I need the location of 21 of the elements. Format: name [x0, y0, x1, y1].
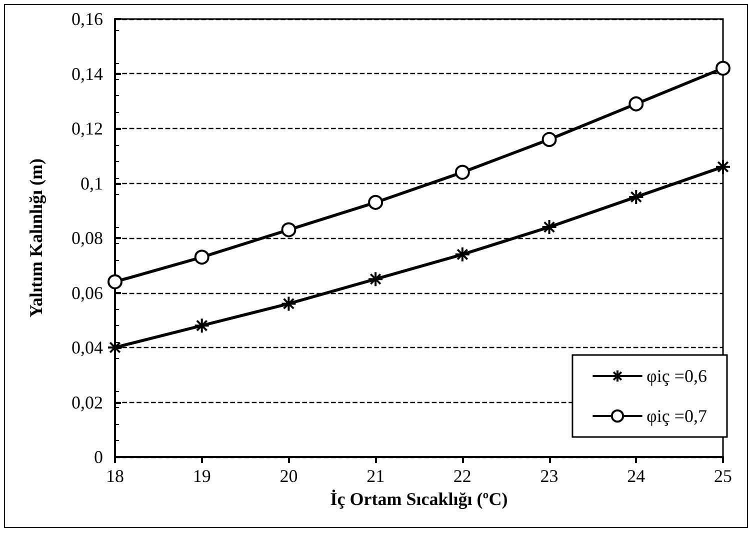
y-tick-label: 0,06 [72, 282, 103, 303]
y-tick-label: 0,16 [72, 9, 103, 29]
x-tick-label: 22 [453, 466, 472, 486]
x-tick-label: 21 [366, 466, 385, 486]
legend-label: φiç =0,7 [646, 406, 707, 426]
y-tick-label: 0,14 [72, 64, 103, 84]
y-axis-title: Yalıtım Kalınlığı (m) [26, 158, 46, 318]
y-tick-label: 0,12 [72, 118, 103, 138]
x-tick-label: 20 [280, 466, 298, 486]
y-tick-label: 0,1 [80, 173, 103, 194]
y-tick-label: 0,02 [72, 392, 103, 412]
legend-label: φiç =0,6 [646, 366, 707, 386]
x-tick-label: 25 [714, 466, 732, 486]
x-tick-label: 23 [540, 466, 558, 486]
y-tick-label: 0,04 [72, 338, 103, 358]
x-tick-label: 18 [106, 466, 124, 486]
y-tick-label: 0,08 [72, 228, 103, 248]
y-tick-label: 0 [94, 447, 103, 467]
x-tick-label: 19 [192, 466, 211, 486]
x-tick-label: 24 [627, 466, 646, 486]
x-axis-title: İç Ortam Sıcaklığı (ºC) [330, 488, 508, 509]
